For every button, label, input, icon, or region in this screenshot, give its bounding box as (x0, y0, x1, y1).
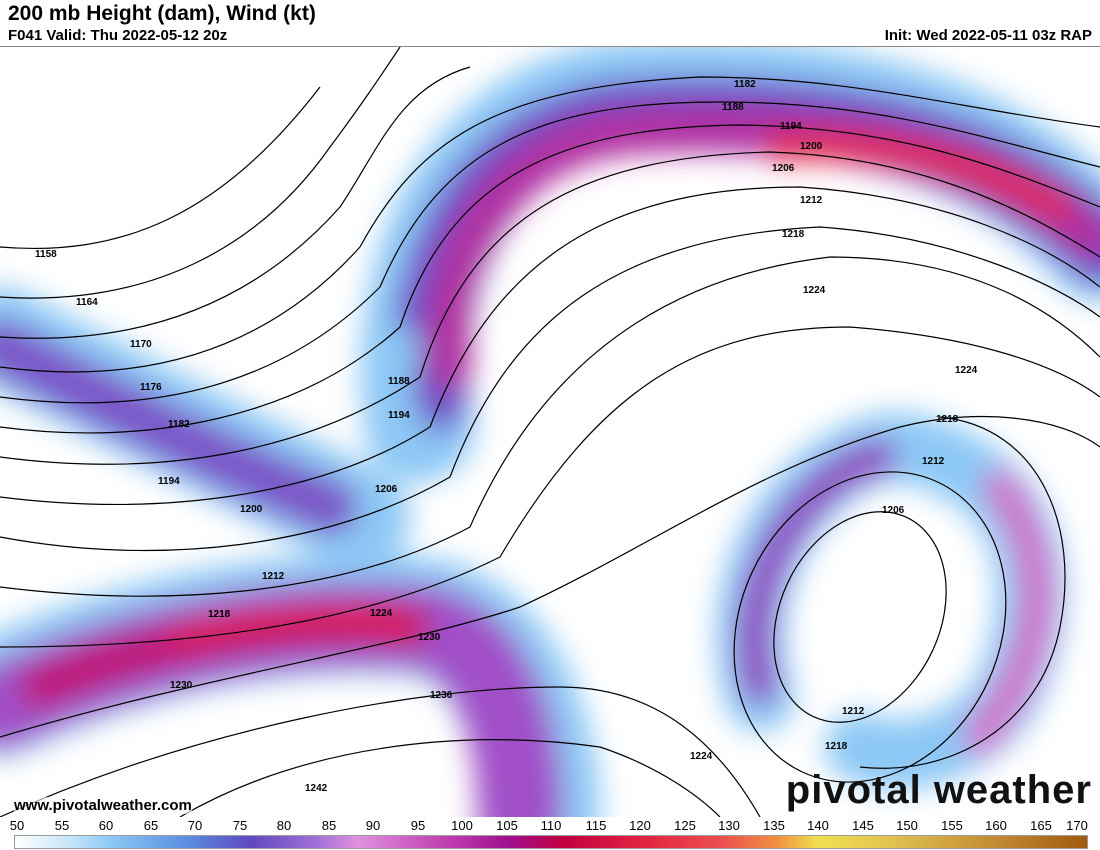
pivotal-weather-logo: pivotal weather (785, 768, 1092, 812)
colorbar-tick: 160 (985, 818, 1007, 833)
colorbar-tick: 135 (763, 818, 785, 833)
contour-label: 1194 (780, 121, 802, 132)
contour-label: 1182 (734, 79, 756, 90)
website-url: www.pivotalweather.com (14, 797, 192, 814)
contour-label: 1212 (262, 571, 285, 582)
contour-label: 1218 (208, 609, 231, 620)
colorbar-tick: 145 (852, 818, 874, 833)
colorbar-tick: 50 (9, 818, 25, 833)
colorbar-tick: 75 (232, 818, 248, 833)
height-contours (0, 47, 1100, 817)
contour-label: 1218 (782, 229, 805, 240)
colorbar-tick: 80 (276, 818, 292, 833)
colorbar-tick: 115 (585, 818, 607, 833)
colorbar-tick: 125 (674, 818, 696, 833)
contour-label: 1212 (922, 456, 945, 467)
init-time: Init: Wed 2022-05-11 03z RAP (884, 27, 1092, 44)
contour-labels: 1158 1164 1170 1176 1182 1194 1200 1212 … (35, 79, 978, 794)
colorbar-tick: 60 (98, 818, 114, 833)
map-title: 200 mb Height (dam), Wind (kt) (8, 2, 316, 25)
contour-label: 1224 (803, 285, 826, 296)
contour-label: 1206 (375, 484, 398, 495)
contour-label: 1230 (170, 680, 193, 691)
contour-label: 1224 (955, 365, 978, 376)
colorbar-tick: 100 (451, 818, 473, 833)
contour-label: 1218 (936, 414, 959, 425)
colorbar-tick: 95 (410, 818, 426, 833)
contour-label: 1200 (240, 504, 263, 515)
contour-label: 1224 (690, 751, 713, 762)
contour-label: 1176 (140, 382, 162, 393)
contour-label: 1212 (800, 195, 823, 206)
contour-label: 1194 (388, 410, 410, 421)
contour-label: 1230 (418, 632, 441, 643)
contour-label: 1206 (772, 163, 795, 174)
contour-label: 1182 (168, 419, 190, 430)
colorbar-tick: 170 (1066, 818, 1088, 833)
contour-label: 1212 (842, 706, 865, 717)
contour-label: 1242 (305, 783, 328, 794)
colorbar-tick: 150 (896, 818, 918, 833)
contour-label: 1188 (722, 102, 744, 113)
colorbar-tick: 90 (365, 818, 381, 833)
valid-time: F041 Valid: Thu 2022-05-12 20z (8, 27, 228, 44)
weather-map: 1158 1164 1170 1176 1182 1194 1200 1212 … (0, 46, 1100, 817)
wind-speed-colorbar (14, 835, 1088, 849)
colorbar-tick: 65 (143, 818, 159, 833)
colorbar-labels: 50 55 60 65 70 75 80 85 90 95 100 105 11… (0, 818, 1100, 834)
colorbar-tick: 110 (540, 818, 562, 833)
contour-label: 1200 (800, 141, 823, 152)
colorbar-tick: 55 (54, 818, 70, 833)
colorbar-tick: 155 (941, 818, 963, 833)
contour-label: 1164 (76, 297, 98, 308)
colorbar-tick: 105 (496, 818, 518, 833)
contour-label: 1218 (825, 741, 848, 752)
contour-label: 1188 (388, 376, 410, 387)
contour-label: 1158 (35, 249, 57, 260)
contour-label: 1206 (882, 505, 905, 516)
colorbar-tick: 140 (807, 818, 829, 833)
colorbar-tick: 70 (187, 818, 203, 833)
colorbar-tick: 165 (1030, 818, 1052, 833)
colorbar-tick: 85 (321, 818, 337, 833)
colorbar-tick: 120 (629, 818, 651, 833)
colorbar-tick: 130 (718, 818, 740, 833)
contour-label: 1224 (370, 608, 393, 619)
contour-label: 1194 (158, 476, 180, 487)
contour-label: 1170 (130, 339, 152, 350)
contour-label: 1236 (430, 690, 453, 701)
